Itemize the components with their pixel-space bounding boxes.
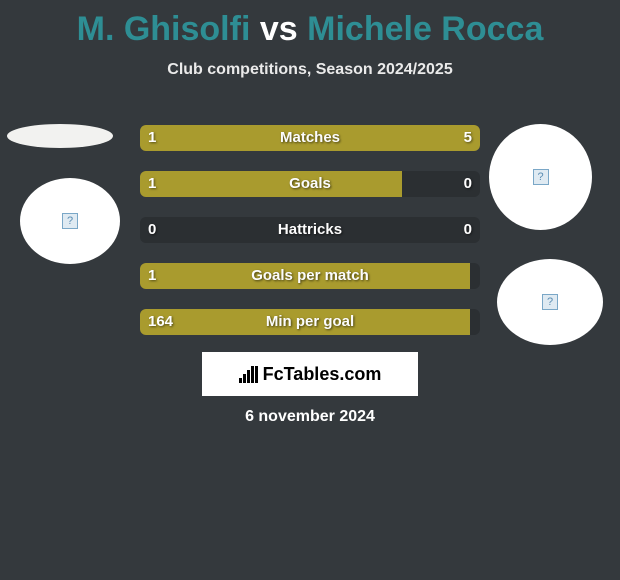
player1-avatar: ? <box>20 178 120 264</box>
stat-row: 15Matches <box>140 125 480 151</box>
brand-box[interactable]: FcTables.com <box>202 352 418 396</box>
image-placeholder-icon: ? <box>62 213 78 229</box>
stat-label: Matches <box>140 125 480 151</box>
image-placeholder-icon: ? <box>533 169 549 185</box>
comparison-title: M. Ghisolfi vs Michele Rocca <box>0 0 620 49</box>
stat-label: Hattricks <box>140 217 480 243</box>
stat-label: Min per goal <box>140 309 480 335</box>
player2-club-avatar: ? <box>497 259 603 345</box>
player2-avatar: ? <box>489 124 592 230</box>
player1-name: M. Ghisolfi <box>77 10 251 48</box>
stat-label: Goals <box>140 171 480 197</box>
subtitle: Club competitions, Season 2024/2025 <box>0 61 620 79</box>
image-placeholder-icon: ? <box>542 294 558 310</box>
stat-row: 164Min per goal <box>140 309 480 335</box>
vs-separator: vs <box>260 10 298 48</box>
date-label: 6 november 2024 <box>0 408 620 426</box>
stat-row: 1Goals per match <box>140 263 480 289</box>
stat-row: 00Hattricks <box>140 217 480 243</box>
stats-panel: 15Matches 10Goals 00Hattricks 1Goals per ma… <box>140 125 480 355</box>
brand-bars-icon <box>239 365 261 383</box>
stat-label: Goals per match <box>140 263 480 289</box>
brand-label: FcTables.com <box>263 364 382 385</box>
player2-name: Michele Rocca <box>307 10 543 48</box>
decorative-ellipse <box>7 124 113 148</box>
stat-row: 10Goals <box>140 171 480 197</box>
